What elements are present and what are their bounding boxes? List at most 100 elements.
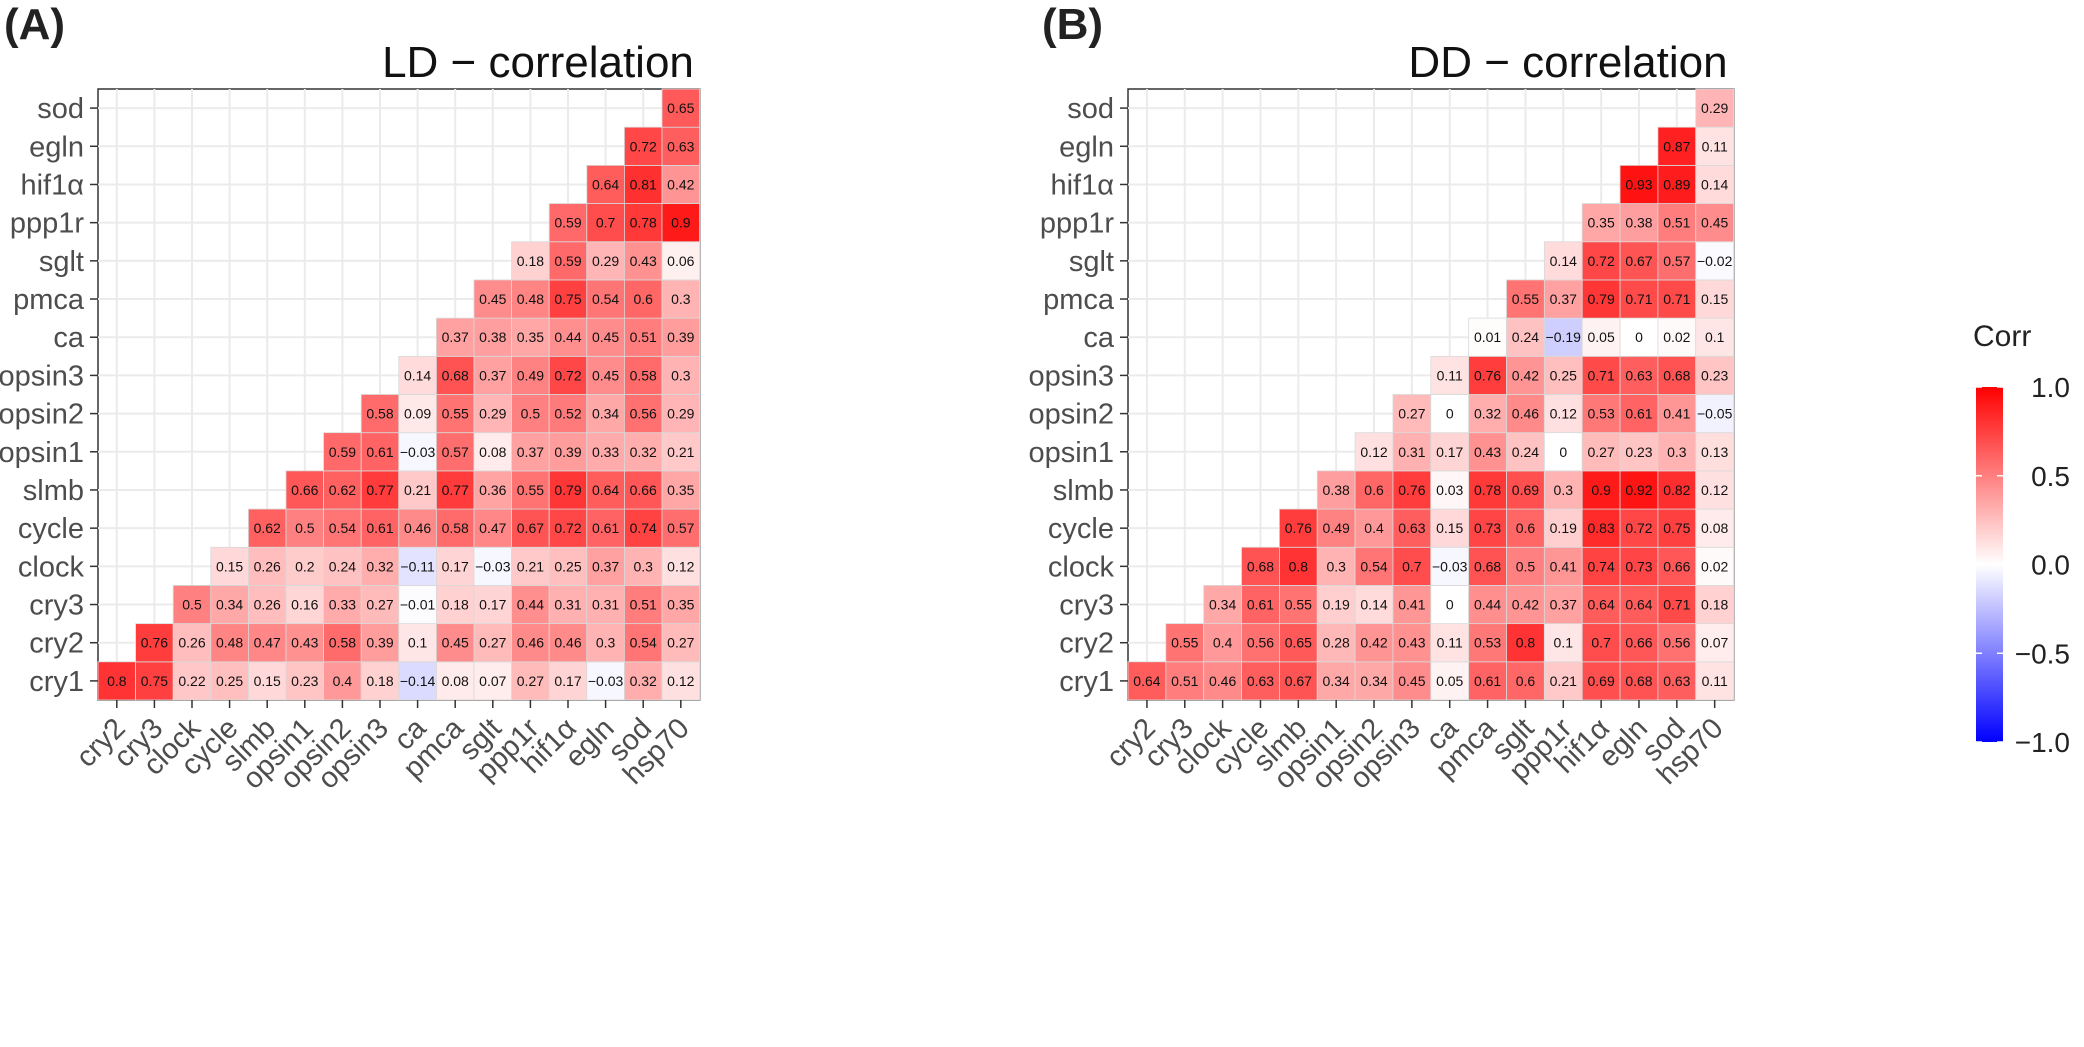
heatmap-cell bbox=[135, 623, 174, 663]
cell-value-label: −0.03 bbox=[1432, 558, 1468, 574]
cell-value-label: 0.76 bbox=[141, 635, 168, 651]
heatmap-cell bbox=[398, 432, 437, 472]
y-tick-label: cry2 bbox=[1059, 628, 1114, 660]
cell-value-label: 0.64 bbox=[592, 482, 619, 498]
cell-value-label: 0.29 bbox=[592, 253, 619, 269]
cell-value-label: 0.45 bbox=[1701, 215, 1728, 231]
heatmap-cell bbox=[1657, 661, 1697, 701]
cell-value-label: 0.03 bbox=[1436, 482, 1463, 498]
heatmap-cell bbox=[624, 279, 663, 319]
cell-value-label: 0.61 bbox=[1247, 597, 1274, 613]
y-tick-label: sglt bbox=[39, 246, 84, 278]
heatmap-cell bbox=[1241, 585, 1280, 625]
cell-value-label: 0.35 bbox=[667, 597, 694, 613]
cell-value-label: 0.63 bbox=[1625, 367, 1652, 383]
y-tick-label: egln bbox=[29, 131, 84, 163]
heatmap-cell bbox=[1203, 623, 1242, 663]
heatmap-cell bbox=[511, 623, 550, 663]
heatmap-cell bbox=[210, 585, 249, 625]
heatmap-cell bbox=[1506, 470, 1545, 510]
cell-value-label: 0.18 bbox=[1701, 597, 1728, 613]
cell-value-label: 0.72 bbox=[1625, 520, 1652, 536]
heatmap-cell bbox=[1430, 585, 1470, 625]
heatmap-cell bbox=[1468, 546, 1507, 586]
cell-value-label: 0.51 bbox=[1171, 673, 1198, 689]
heatmap-cell bbox=[661, 394, 700, 434]
heatmap-cell bbox=[360, 394, 400, 434]
y-tick-label: opsin3 bbox=[1029, 360, 1114, 392]
cell-value-label: 0.11 bbox=[1702, 138, 1728, 154]
cell-value-label: 0.37 bbox=[592, 558, 619, 574]
heatmap-cell bbox=[1392, 546, 1432, 586]
cell-value-label: 0.44 bbox=[554, 329, 581, 345]
y-tick-label: pmca bbox=[1043, 284, 1115, 316]
cell-value-label: 0.55 bbox=[1171, 635, 1198, 651]
cell-value-label: 0.37 bbox=[517, 444, 544, 460]
cell-value-label: 0.28 bbox=[1323, 635, 1350, 651]
cell-value-label: 0.12 bbox=[667, 558, 694, 574]
cell-value-label: 0.3 bbox=[1326, 558, 1346, 574]
heatmap-cell bbox=[586, 317, 625, 357]
cell-value-label: 0.54 bbox=[1360, 558, 1387, 574]
cell-value-label: 0.6 bbox=[1516, 520, 1536, 536]
cell-value-label: 0.21 bbox=[517, 558, 544, 574]
cell-value-label: 0.11 bbox=[1702, 673, 1728, 689]
cell-value-label: 0.21 bbox=[404, 482, 431, 498]
cell-value-label: 0.9 bbox=[1591, 482, 1611, 498]
heatmap-cell bbox=[1657, 279, 1697, 319]
y-tick-label: clock bbox=[1048, 551, 1115, 583]
cell-value-label: 0.07 bbox=[1701, 635, 1728, 651]
cell-value-label: 0.1 bbox=[1554, 635, 1574, 651]
cell-value-label: 0.73 bbox=[1474, 520, 1501, 536]
cell-value-label: 0.65 bbox=[1285, 635, 1312, 651]
heatmap-cell bbox=[548, 432, 588, 472]
cell-value-label: 0.64 bbox=[1625, 597, 1652, 613]
cell-value-label: 0.29 bbox=[1701, 100, 1728, 116]
y-tick-label: sod bbox=[1067, 93, 1114, 125]
cell-value-label: 0.41 bbox=[1550, 558, 1577, 574]
cell-value-label: 0.08 bbox=[1701, 520, 1728, 536]
heatmap-cell bbox=[473, 546, 512, 586]
cell-value-label: 0.23 bbox=[1701, 367, 1728, 383]
cell-value-label: 0.16 bbox=[291, 597, 318, 613]
y-tick-label: opsin2 bbox=[1029, 399, 1114, 431]
cell-value-label: 0.32 bbox=[630, 444, 657, 460]
cell-value-label: 0.24 bbox=[329, 558, 356, 574]
heatmap-cell bbox=[398, 546, 437, 586]
cell-value-label: 0.1 bbox=[1705, 329, 1725, 345]
heatmap-cell bbox=[1392, 623, 1432, 663]
cell-value-label: 0.69 bbox=[1512, 482, 1539, 498]
legend-tick-label: 0.5 bbox=[2031, 461, 2070, 492]
cell-value-label: 0.25 bbox=[1550, 367, 1577, 383]
cell-value-label: 0.33 bbox=[329, 597, 356, 613]
cell-value-label: 0.61 bbox=[366, 520, 393, 536]
cell-value-label: 0.52 bbox=[554, 406, 581, 422]
heatmap-cell bbox=[1165, 661, 1205, 701]
cell-value-label: 0.5 bbox=[521, 406, 541, 422]
y-tick-label: cry3 bbox=[1059, 590, 1114, 622]
heatmap-cell bbox=[1657, 432, 1697, 472]
heatmap-cell bbox=[511, 355, 550, 395]
heatmap-cell bbox=[1581, 546, 1621, 586]
cell-value-label: 0.74 bbox=[630, 520, 657, 536]
heatmap-cell bbox=[586, 164, 625, 204]
cell-value-label: 0.87 bbox=[1663, 138, 1690, 154]
heatmap-cell bbox=[323, 585, 362, 625]
cell-value-label: 0.45 bbox=[442, 635, 469, 651]
cell-value-label: 0.72 bbox=[554, 520, 581, 536]
heatmap-cell bbox=[1430, 355, 1470, 395]
cell-value-label: 0.6 bbox=[1364, 482, 1384, 498]
cell-value-label: 0.19 bbox=[1323, 597, 1350, 613]
heatmap-cell bbox=[247, 546, 287, 586]
heatmap-cell bbox=[1657, 546, 1697, 586]
heatmap-cell bbox=[661, 546, 700, 586]
cell-value-label: 0.5 bbox=[182, 597, 202, 613]
heatmap-cell bbox=[210, 623, 249, 663]
panel-a-title: LD − correlation bbox=[382, 38, 694, 87]
cell-value-label: 0.8 bbox=[107, 673, 127, 689]
heatmap-cell bbox=[511, 546, 550, 586]
heatmap-cell bbox=[360, 661, 400, 701]
heatmap-cell bbox=[1468, 355, 1507, 395]
heatmap-cell bbox=[285, 546, 324, 586]
